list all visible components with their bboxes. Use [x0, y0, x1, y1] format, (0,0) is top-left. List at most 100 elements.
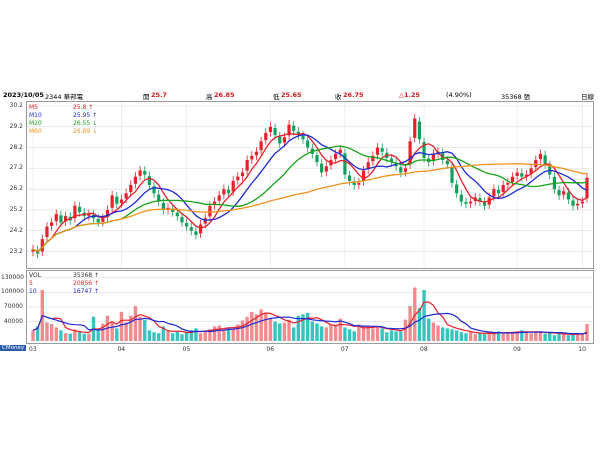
chart-header: 2023/10/05 2344 華邦電 開 25.7 高 26.85 低 25.… — [3, 91, 599, 101]
candle-body — [506, 182, 510, 185]
volume-bar — [562, 334, 566, 341]
volume-bar — [54, 327, 58, 341]
candle-body — [171, 208, 175, 213]
volume-bar — [487, 332, 491, 341]
candle-body — [264, 133, 268, 141]
candle-body — [157, 194, 161, 202]
price-tick-label: 28.2 — [9, 143, 23, 151]
candle-body — [403, 168, 408, 172]
volume-bar — [152, 332, 156, 341]
volume-bar — [571, 334, 575, 341]
volume-bar — [264, 312, 268, 341]
volume-bar — [473, 334, 477, 341]
candle-body — [566, 192, 570, 200]
candle-body — [292, 125, 296, 131]
candle-body — [226, 189, 231, 194]
candle-body — [334, 153, 338, 160]
candle-body — [422, 142, 426, 158]
candle-body — [296, 131, 300, 136]
candle-body — [101, 218, 105, 222]
volume-bar — [538, 331, 543, 341]
candle-body — [152, 186, 156, 194]
volume-bar — [445, 328, 450, 341]
month-tick-label: 05 — [182, 346, 191, 353]
volume-bar — [422, 290, 426, 341]
candle-body — [534, 160, 538, 168]
change-percent: (4.90%) — [446, 91, 472, 99]
candle-body — [482, 202, 487, 206]
volume-bar — [96, 330, 100, 341]
candle-body — [347, 175, 352, 181]
high-value: 26.85 — [214, 91, 235, 99]
volume-bar — [482, 334, 487, 341]
volume-tick-label: 70000 — [3, 303, 23, 310]
candle-body — [496, 189, 501, 194]
volume-bar — [315, 323, 319, 341]
price-panel: M5 25.8 ↑ M10 25.95 ↑ M20 26.55 ↓ M60 26.89 … — [26, 101, 594, 269]
candle-body — [54, 214, 58, 222]
ma-line-m20 — [32, 145, 588, 253]
volume-bar — [343, 327, 347, 341]
volume-bar — [301, 314, 305, 341]
high-caption: 高 — [206, 93, 213, 101]
candle-body — [562, 191, 566, 195]
volume-bar — [236, 324, 240, 341]
legend-vol: VOL 35368 ↑ — [29, 272, 100, 279]
volume-bar — [440, 327, 445, 341]
candle-body — [194, 231, 198, 235]
candle-body — [268, 126, 273, 133]
candle-body — [375, 147, 380, 155]
price-tick-label: 29.2 — [9, 122, 23, 130]
volume-bar — [338, 318, 342, 341]
candle-body — [501, 185, 505, 193]
volume-bar — [464, 333, 468, 341]
price-tick-label: 25.2 — [9, 205, 23, 213]
candle-body — [585, 177, 589, 199]
volume-tick-label: 40000 — [3, 317, 23, 325]
volume-bar — [250, 311, 254, 341]
open-caption: 開 — [143, 93, 150, 101]
volume-bar — [371, 328, 375, 341]
candle-body — [50, 222, 54, 226]
volume-bar — [138, 316, 142, 341]
volume-bar — [259, 309, 263, 341]
candle-body — [520, 173, 524, 177]
volume-bar — [580, 334, 585, 341]
volume-bar — [166, 331, 170, 341]
candlestick-chart — [27, 102, 593, 268]
volume-bar — [240, 320, 245, 341]
volume-bar — [180, 334, 184, 341]
candle-body — [492, 189, 496, 197]
brand-tag: CMoney — [0, 345, 27, 351]
volume-bar — [222, 330, 226, 341]
volume-bar — [468, 332, 473, 341]
candle-body — [413, 118, 417, 138]
volume-bar — [35, 326, 40, 341]
candle-body — [380, 148, 384, 152]
volume-bar — [287, 319, 291, 341]
volume-bar — [557, 333, 561, 341]
volume-bar — [394, 331, 398, 341]
candle-body — [161, 202, 165, 210]
volume-bar — [492, 333, 496, 341]
volume-bar — [68, 333, 72, 341]
candle-body — [459, 194, 463, 202]
volume-bar — [548, 332, 552, 341]
volume-bar — [87, 333, 91, 341]
volume-bar — [333, 325, 338, 341]
volume-bar — [543, 333, 547, 341]
candle-body — [529, 168, 533, 174]
candle-body — [282, 137, 286, 143]
volume-bar — [184, 332, 189, 341]
candle-body — [389, 158, 394, 163]
month-tick-label: 06 — [266, 346, 275, 353]
candle-body — [408, 141, 412, 165]
price-tick-label: 24.2 — [9, 226, 23, 234]
candle-body — [138, 170, 142, 176]
volume-bar — [147, 330, 152, 341]
volume-bar — [534, 332, 538, 341]
candle-body — [366, 162, 370, 170]
candle-body — [320, 163, 324, 173]
volume-bar — [403, 319, 408, 341]
volume-bar — [245, 316, 249, 341]
